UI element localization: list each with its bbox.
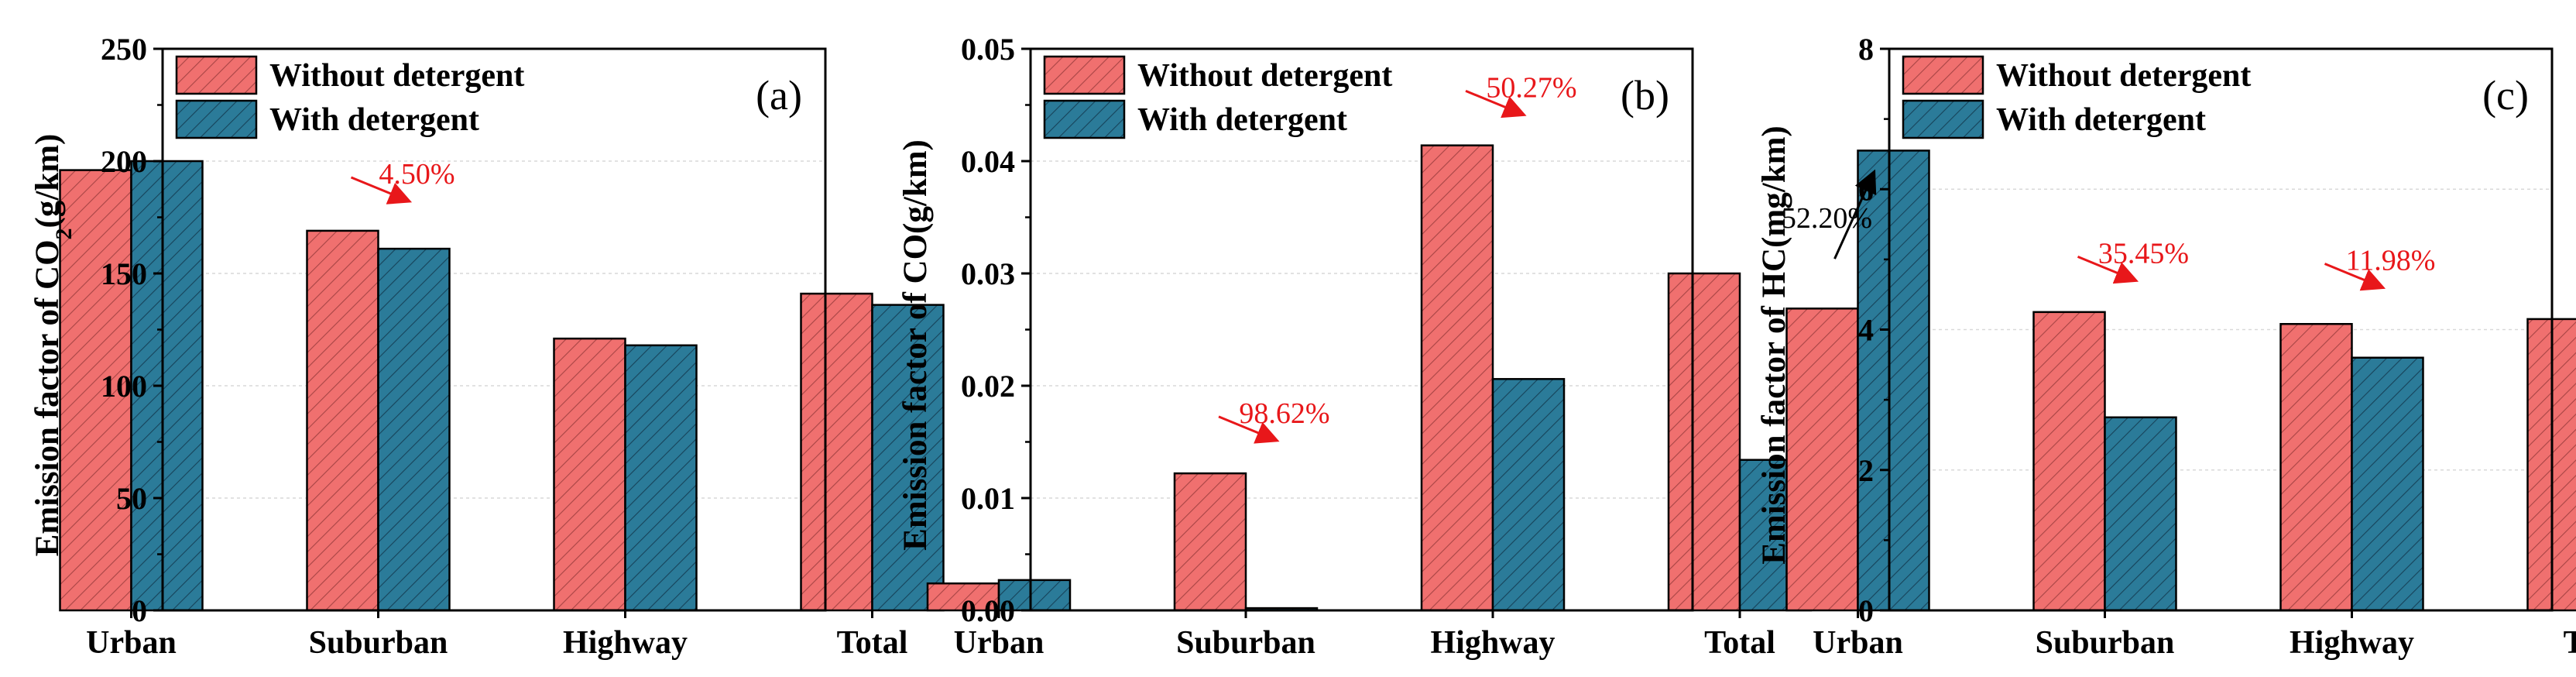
y-tick-label: 0.03 — [961, 256, 1015, 291]
y-tick-label: 0.01 — [961, 481, 1015, 516]
bar-without-urban — [1785, 308, 1859, 612]
x-tick-label: Urban — [1813, 625, 1903, 661]
bar-without-total — [800, 292, 873, 612]
legend-swatch-without — [1043, 55, 1126, 95]
y-tick-label: 250 — [101, 32, 147, 67]
bar-with-suburban — [377, 247, 451, 612]
bar-without-highway — [553, 337, 626, 612]
bar-without-urban — [926, 582, 1000, 612]
legend-label: Without detergent — [1996, 58, 2251, 94]
legend-label: With detergent — [1137, 102, 1347, 138]
x-tick-label: Suburban — [309, 625, 448, 661]
plot-frame — [1029, 47, 1694, 612]
x-tick-label: Total — [837, 625, 908, 661]
panel-label: (a) — [756, 72, 802, 119]
y-tick-label: 0.05 — [961, 32, 1015, 67]
legend-swatch-without — [175, 55, 258, 95]
y-tick-label: 0.00 — [961, 593, 1015, 628]
annotation-arrow — [2324, 263, 2386, 291]
x-tick-label: Suburban — [2036, 625, 2175, 661]
x-tick-label: Highway — [563, 625, 688, 661]
annotation-arrow — [2077, 256, 2139, 284]
y-axis-title: Emission factor of HC(mg/km) — [1756, 125, 1792, 565]
bar-with-suburban — [2104, 416, 2177, 612]
legend-label: With detergent — [1996, 102, 2206, 138]
y-tick-label: 100 — [101, 369, 147, 404]
panel-label: (b) — [1621, 72, 1669, 119]
x-tick-label: Total — [1704, 625, 1775, 661]
y-tick-label: 0 — [132, 593, 147, 628]
annotation-text: 50.27% — [1486, 71, 1576, 104]
bar-with-urban — [1857, 149, 1930, 612]
y-axis-title: Emission factor of CO2(g/km) — [29, 134, 77, 557]
y-tick-label: 50 — [116, 481, 147, 516]
y-axis-title: Emission factor of CO(g/km) — [897, 139, 934, 551]
legend-swatch-with — [175, 99, 258, 139]
bar-without-highway — [2279, 323, 2353, 612]
bar-with-highway — [624, 344, 698, 612]
y-tick-label: 0.04 — [961, 144, 1015, 179]
panel-label: (c) — [2482, 72, 2529, 119]
x-tick-label: Highway — [1430, 625, 1555, 661]
chart-panel-1: 0 50 100 150 200 250 Urban Suburban Highway Total… — [29, 32, 945, 661]
bar-without-highway — [1420, 144, 1494, 612]
legend-swatch-with — [1043, 99, 1126, 139]
annotation-arrow — [1218, 415, 1280, 444]
bar-without-suburban — [306, 229, 379, 612]
x-tick-label: Total — [2564, 625, 2576, 661]
bar-without-suburban — [2032, 311, 2106, 612]
bar-with-highway — [2351, 356, 2424, 612]
y-tick-label: 8 — [1858, 32, 1874, 67]
bar-without-suburban — [1173, 472, 1247, 612]
bar-without-total — [1667, 272, 1741, 612]
legend-label: With detergent — [269, 102, 479, 138]
x-tick-label: Urban — [86, 625, 177, 661]
annotation-text: 98.62% — [1239, 397, 1329, 430]
annotation-arrow — [1833, 169, 1877, 259]
bar-without-urban — [59, 169, 132, 612]
chart-panel-2: 0.00 0.01 0.02 0.03 0.04 0.05 Urban Suburban Hig… — [897, 32, 1813, 661]
legend-label: Without detergent — [1137, 58, 1392, 94]
y-tick-label: 0.02 — [961, 369, 1015, 404]
annotation-arrow — [1465, 89, 1527, 119]
annotation-text: 4.50% — [379, 158, 454, 191]
annotation-arrow — [350, 176, 413, 204]
y-tick-label: 2 — [1858, 453, 1874, 488]
legend-label: Without detergent — [269, 58, 524, 94]
annotation-text: 11.98% — [2346, 244, 2436, 277]
y-tick-label: 0 — [1858, 593, 1874, 628]
x-tick-label: Urban — [954, 625, 1044, 661]
plot-frame — [161, 47, 827, 612]
x-tick-label: Highway — [2290, 625, 2414, 661]
x-tick-label: Suburban — [1176, 625, 1315, 661]
chart-panel-3: 02468UrbanSuburbanHighwayTotalEmission f… — [1756, 32, 2576, 661]
annotation-text: 35.45% — [2098, 237, 2189, 270]
legend-swatch-without — [1902, 55, 1984, 95]
y-tick-label: 200 — [101, 144, 147, 179]
bar-with-highway — [1491, 378, 1566, 612]
bar-with-total — [871, 304, 945, 612]
legend-swatch-with — [1902, 99, 1984, 139]
y-tick-label: 150 — [101, 256, 147, 291]
y-tick-label: 4 — [1858, 313, 1874, 348]
